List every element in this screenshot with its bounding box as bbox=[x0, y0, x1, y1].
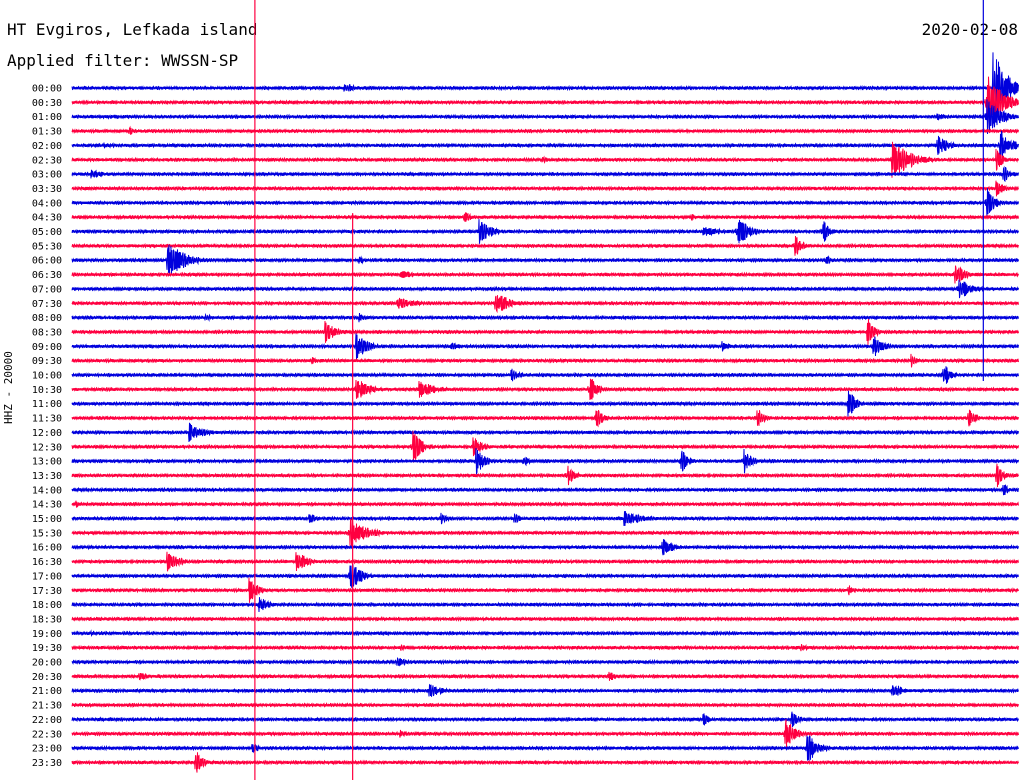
row-time-label: 22:00 bbox=[32, 715, 62, 726]
row-time-label: 19:00 bbox=[32, 629, 62, 640]
row-time-label: 04:30 bbox=[32, 213, 62, 224]
row-time-label: 02:30 bbox=[32, 155, 62, 166]
row-time-label: 09:00 bbox=[32, 342, 62, 353]
row-time-label: 00:00 bbox=[32, 84, 62, 95]
row-time-label: 17:30 bbox=[32, 586, 62, 597]
row-time-label: 03:00 bbox=[32, 170, 62, 181]
date-label: 2020-02-08 bbox=[921, 20, 1018, 39]
row-time-label: 23:30 bbox=[32, 758, 62, 769]
row-time-label: 20:30 bbox=[32, 672, 62, 683]
row-time-label: 04:00 bbox=[32, 198, 62, 209]
row-time-label: 10:30 bbox=[32, 385, 62, 396]
row-time-label: 15:30 bbox=[32, 528, 62, 539]
row-time-label: 15:00 bbox=[32, 514, 62, 525]
row-time-label: 13:00 bbox=[32, 457, 62, 468]
row-time-label: 07:30 bbox=[32, 299, 62, 310]
row-time-label: 06:00 bbox=[32, 256, 62, 267]
row-time-label: 08:30 bbox=[32, 327, 62, 338]
row-time-label: 12:00 bbox=[32, 428, 62, 439]
row-time-label: 20:00 bbox=[32, 658, 62, 669]
row-time-label: 05:30 bbox=[32, 241, 62, 252]
row-time-label: 23:00 bbox=[32, 744, 62, 755]
row-time-label: 09:30 bbox=[32, 356, 62, 367]
row-time-label: 00:30 bbox=[32, 98, 62, 109]
row-time-label: 18:00 bbox=[32, 600, 62, 611]
row-time-label: 07:00 bbox=[32, 284, 62, 295]
row-time-label: 14:00 bbox=[32, 485, 62, 496]
row-time-label: 16:30 bbox=[32, 557, 62, 568]
row-time-label: 01:30 bbox=[32, 127, 62, 138]
row-time-label: 11:30 bbox=[32, 414, 62, 425]
row-time-label: 16:00 bbox=[32, 543, 62, 554]
row-time-label: 01:00 bbox=[32, 112, 62, 123]
row-time-label: 13:30 bbox=[32, 471, 62, 482]
filter-subtitle: Applied filter: WWSSN-SP bbox=[7, 51, 239, 70]
row-time-label: 10:00 bbox=[32, 371, 62, 382]
row-time-label: 21:30 bbox=[32, 701, 62, 712]
row-time-label: 17:00 bbox=[32, 571, 62, 582]
row-time-label: 06:30 bbox=[32, 270, 62, 281]
row-time-label: 08:00 bbox=[32, 313, 62, 324]
row-time-label: 12:30 bbox=[32, 442, 62, 453]
row-time-label: 02:00 bbox=[32, 141, 62, 152]
row-time-label: 18:30 bbox=[32, 614, 62, 625]
row-time-label: 14:30 bbox=[32, 500, 62, 511]
row-time-label: 21:00 bbox=[32, 686, 62, 697]
row-time-label: 03:30 bbox=[32, 184, 62, 195]
row-time-label: 05:00 bbox=[32, 227, 62, 238]
row-time-label: 19:30 bbox=[32, 643, 62, 654]
row-time-label: 11:00 bbox=[32, 399, 62, 410]
row-time-label: 22:30 bbox=[32, 729, 62, 740]
station-title: HT Evgiros, Lefkada island bbox=[7, 20, 258, 39]
